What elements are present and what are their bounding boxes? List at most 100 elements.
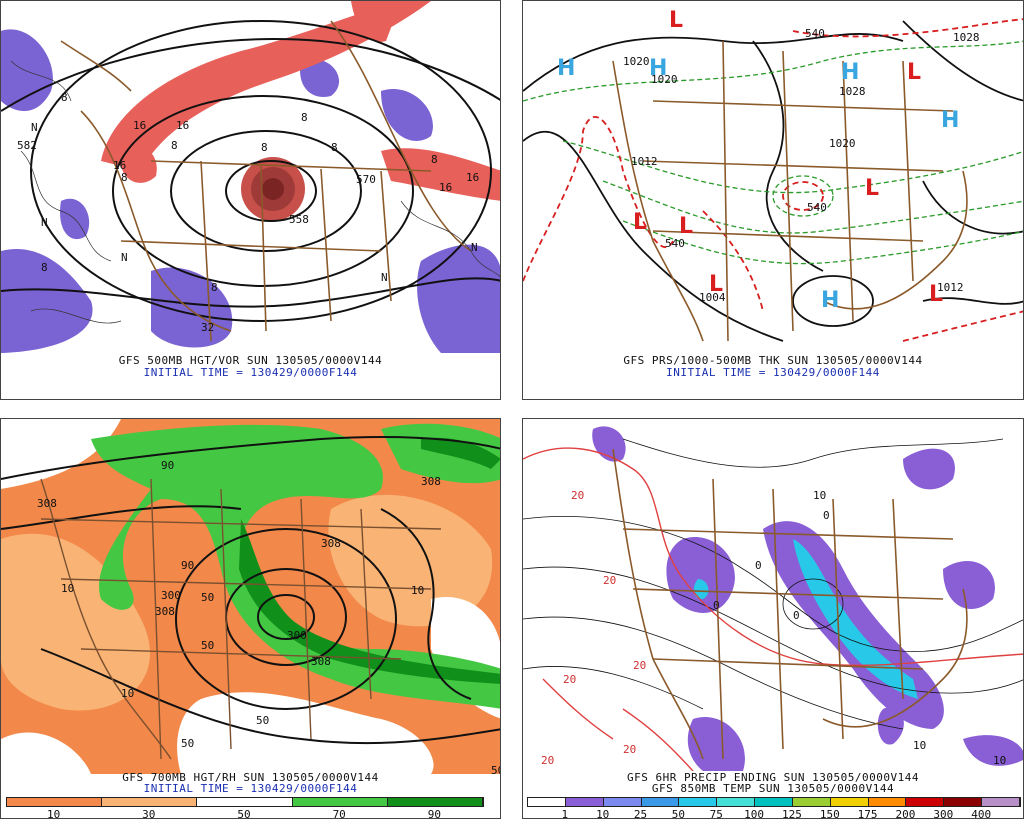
- contour-label: 540: [805, 27, 825, 40]
- map-700mb-rh: 308 308 300 300 308 308 90 90 50 50 50 50 10 10 10 50 30…: [1, 419, 500, 774]
- colorbar-tick-label: 200: [895, 808, 916, 819]
- colorbar-tick-label: 100: [744, 808, 764, 819]
- colorbar-tick-label: 175: [857, 808, 878, 819]
- colorbar-segment: [906, 798, 945, 806]
- contour-label: 90: [181, 559, 194, 572]
- low-pressure-symbol: L: [633, 210, 647, 235]
- contour-label: 1020: [829, 137, 856, 150]
- panel-subtitle: GFS 850MB TEMP SUN 130505/0000V144: [651, 782, 895, 795]
- coastline-borders: [612, 40, 968, 342]
- panel-initial-time: INITIAL TIME = 130429/0000F144: [143, 366, 358, 379]
- map-precip-850temp: 20 20 20 20 20 20 10 10 0 0 0 0 10: [523, 419, 1023, 771]
- contour-label: 16: [133, 119, 146, 132]
- rh-green: [91, 423, 500, 709]
- low-pressure-symbol: L: [907, 60, 921, 85]
- colorbar-precip: [527, 797, 1021, 807]
- precip-cyan: [693, 539, 918, 699]
- contour-label: 10: [993, 754, 1006, 767]
- colorbar-tick-label: 10: [46, 808, 61, 819]
- colorbar-rh: [6, 797, 484, 807]
- low-pressure-symbol: L: [865, 176, 879, 201]
- coastline-borders: [60, 20, 472, 342]
- contour-label: 20: [541, 754, 554, 767]
- high-pressure-symbol: H: [557, 56, 575, 81]
- panel-title: GFS 500MB HGT/VOR SUN 130505/0000V144: [118, 354, 383, 367]
- panel-title: GFS PRS/1000-500MB THK SUN 130505/0000V1…: [623, 354, 923, 367]
- contour-label: 20: [563, 673, 576, 686]
- contour-label: N: [381, 271, 388, 284]
- contour-label: 10: [121, 687, 134, 700]
- colorbar-tick-label: 300: [933, 808, 954, 819]
- contour-label: 582: [17, 139, 37, 152]
- contour-label: 540: [807, 201, 827, 214]
- panel-title: GFS 6HR PRECIP ENDING SUN 130505/0000V14…: [626, 771, 920, 784]
- contour-label: 90: [161, 459, 174, 472]
- contour-label: 10: [61, 582, 74, 595]
- contour-label: 50: [181, 737, 194, 750]
- contour-label: 50: [201, 591, 214, 604]
- contour-label: 1020: [651, 73, 678, 86]
- colorbar-precip-ticks: 1 10 25 50 75 100 125 150 175 200 300 400: [527, 808, 1019, 819]
- colorbar-tick-label: 90: [427, 808, 442, 819]
- colorbar-tick-label: 150: [819, 808, 840, 819]
- contour-label: 308: [421, 475, 441, 488]
- contour-label: N: [471, 241, 478, 254]
- colorbar-tick-label: 400: [971, 808, 992, 819]
- contour-label: N: [41, 216, 48, 229]
- high-pressure-symbol: H: [821, 288, 839, 313]
- colorbar-segment: [982, 798, 1020, 806]
- panel-500mb-vorticity: 582 570 558 16 16 16 8 8 8 8 8 8 8 8 N N N N N 16 32 16 8 GFS …: [0, 0, 501, 400]
- contour-label: 8: [171, 139, 178, 152]
- temperature-contours: [523, 438, 1023, 730]
- colorbar-tick-label: 10: [596, 808, 610, 819]
- low-pressure-symbol: L: [669, 8, 683, 33]
- contour-label: 16: [113, 159, 126, 172]
- panel-precip-850temp: 20 20 20 20 20 20 10 10 0 0 0 0 10 GFS 6HR PRECIP EN…: [522, 418, 1024, 819]
- contour-label: N: [121, 251, 128, 264]
- contour-label: 570: [356, 173, 376, 186]
- colorbar-tick-label: 25: [633, 808, 648, 819]
- pressure-symbols: H H H H H L L L L L L L: [557, 8, 959, 313]
- colorbar-tick-label: 70: [332, 808, 346, 819]
- contour-label: 50: [201, 639, 214, 652]
- low-pressure-symbol: L: [929, 282, 943, 307]
- high-pressure-symbol: H: [649, 56, 667, 81]
- thin-vort-contours: [10, 60, 500, 324]
- contour-label: 8: [301, 111, 308, 124]
- colorbar-segment: [717, 798, 756, 806]
- contour-label: 1012: [937, 281, 964, 294]
- contour-label: 540: [665, 237, 685, 250]
- colorbar-tick-label: 30: [142, 808, 156, 819]
- colorbar-segment: [792, 798, 831, 806]
- coastline-borders: [40, 478, 442, 760]
- rh-white: [1, 419, 500, 774]
- colorbar-segment: [565, 798, 604, 806]
- contour-label: 8: [61, 91, 68, 104]
- contour-label: N: [31, 121, 38, 134]
- colorbar-segment: [102, 798, 198, 806]
- contour-label: 10: [813, 489, 826, 502]
- panel-700mb-rh: 308 308 300 300 308 308 90 90 50 50 50 50 10 10 10 50 30…: [0, 418, 501, 819]
- contour-label: 8: [331, 141, 338, 154]
- contour-label: 308: [155, 605, 175, 618]
- contour-label: 308: [311, 655, 331, 668]
- freezing-line: [523, 447, 1023, 771]
- contour-label: 20: [623, 743, 636, 756]
- contour-label: 16: [466, 171, 479, 184]
- isobars: [523, 20, 1023, 342]
- contour-label: 0: [755, 559, 762, 572]
- contour-label: 8: [41, 261, 48, 274]
- contour-label: 1012: [631, 155, 658, 168]
- contour-label: 0: [713, 599, 720, 612]
- colorbar-segment: [830, 798, 869, 806]
- high-pressure-symbol: H: [841, 60, 859, 85]
- contour-label: 16: [439, 181, 452, 194]
- rh-light-orange: [1, 494, 493, 711]
- contour-label: 1020: [623, 55, 650, 68]
- vorticity-purple-fill: [1, 29, 500, 353]
- colorbar-tick-label: 125: [781, 808, 802, 819]
- colorbar-segment: [641, 798, 680, 806]
- coastline-borders: [612, 448, 968, 760]
- colorbar-segment: [868, 798, 907, 806]
- colorbar-segment: [755, 798, 793, 806]
